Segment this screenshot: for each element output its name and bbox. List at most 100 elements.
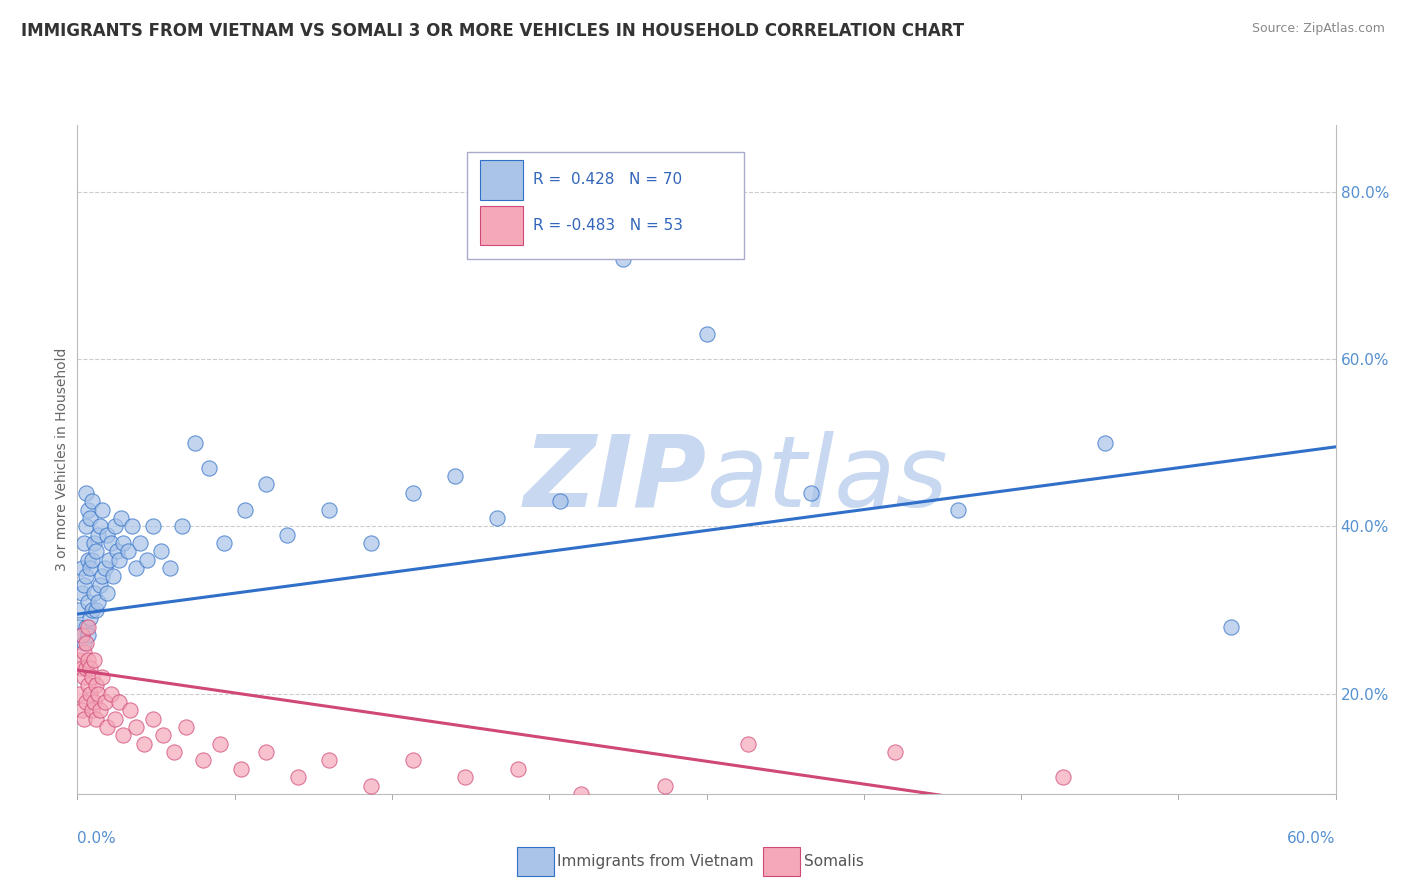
Point	[318, 502, 340, 516]
Point	[654, 779, 676, 793]
Point	[276, 527, 298, 541]
Point	[89, 703, 111, 717]
Point	[76, 594, 98, 608]
Point	[79, 687, 101, 701]
Point	[208, 737, 231, 751]
Point	[444, 469, 467, 483]
Point	[79, 511, 101, 525]
Text: 0.0%: 0.0%	[77, 830, 117, 846]
Point	[87, 594, 110, 608]
Point	[163, 745, 186, 759]
Point	[318, 753, 340, 767]
Point	[104, 519, 127, 533]
Point	[75, 695, 97, 709]
Point	[83, 695, 105, 709]
Point	[105, 544, 128, 558]
Point	[67, 687, 90, 701]
Point	[84, 678, 107, 692]
Point	[79, 561, 101, 575]
Point	[254, 745, 277, 759]
Point	[84, 603, 107, 617]
Text: R =  0.428   N = 70: R = 0.428 N = 70	[533, 172, 682, 187]
Point	[100, 687, 122, 701]
Text: R = -0.483   N = 53: R = -0.483 N = 53	[533, 218, 683, 233]
Point	[485, 511, 508, 525]
Point	[67, 653, 90, 667]
Point	[83, 653, 105, 667]
Y-axis label: 3 or more Vehicles in Household: 3 or more Vehicles in Household	[55, 348, 69, 571]
Point	[93, 561, 115, 575]
Point	[76, 502, 98, 516]
Point	[87, 527, 110, 541]
Point	[198, 460, 221, 475]
FancyBboxPatch shape	[479, 206, 523, 245]
Point	[100, 536, 122, 550]
Point	[506, 762, 529, 776]
Point	[176, 720, 198, 734]
Point	[142, 519, 165, 533]
Point	[1219, 619, 1241, 633]
Point	[72, 645, 94, 659]
Point	[112, 728, 135, 742]
Point	[254, 477, 277, 491]
Point	[212, 536, 235, 550]
Point	[72, 636, 94, 650]
Point	[76, 653, 98, 667]
Point	[75, 485, 97, 500]
Point	[135, 552, 157, 567]
Point	[402, 753, 425, 767]
Point	[76, 678, 98, 692]
Point	[79, 611, 101, 625]
Point	[67, 619, 90, 633]
Point	[142, 712, 165, 726]
Point	[70, 561, 93, 575]
Text: Immigrants from Vietnam: Immigrants from Vietnam	[557, 855, 754, 869]
Point	[569, 787, 592, 801]
Point	[172, 519, 194, 533]
Point	[97, 552, 120, 567]
Point	[84, 712, 107, 726]
Point	[800, 485, 823, 500]
FancyBboxPatch shape	[479, 161, 523, 200]
Point	[129, 536, 152, 550]
Point	[112, 536, 135, 550]
Point	[612, 252, 634, 266]
Point	[75, 569, 97, 583]
Point	[159, 561, 181, 575]
Point	[229, 762, 252, 776]
Point	[87, 687, 110, 701]
Point	[948, 502, 970, 516]
Point	[91, 569, 114, 583]
Point	[696, 326, 718, 341]
Text: Somalis: Somalis	[804, 855, 865, 869]
Text: IMMIGRANTS FROM VIETNAM VS SOMALI 3 OR MORE VEHICLES IN HOUSEHOLD CORRELATION CH: IMMIGRANTS FROM VIETNAM VS SOMALI 3 OR M…	[21, 22, 965, 40]
Point	[70, 628, 93, 642]
Point	[80, 603, 103, 617]
Point	[70, 628, 93, 642]
Point	[118, 703, 141, 717]
Point	[80, 703, 103, 717]
Point	[108, 695, 131, 709]
Point	[91, 502, 114, 516]
Point	[737, 737, 759, 751]
Text: 60.0%: 60.0%	[1288, 830, 1336, 846]
Point	[191, 753, 215, 767]
Point	[91, 670, 114, 684]
Point	[70, 586, 93, 600]
Point	[76, 628, 98, 642]
Point	[121, 519, 143, 533]
Point	[79, 661, 101, 675]
Point	[233, 502, 256, 516]
Point	[134, 737, 156, 751]
Point	[96, 527, 118, 541]
Point	[70, 661, 93, 675]
Point	[96, 586, 118, 600]
Point	[89, 578, 111, 592]
Point	[80, 494, 103, 508]
Point	[89, 519, 111, 533]
Point	[83, 586, 105, 600]
Point	[108, 552, 131, 567]
Point	[125, 720, 148, 734]
Point	[152, 728, 174, 742]
Point	[72, 712, 94, 726]
